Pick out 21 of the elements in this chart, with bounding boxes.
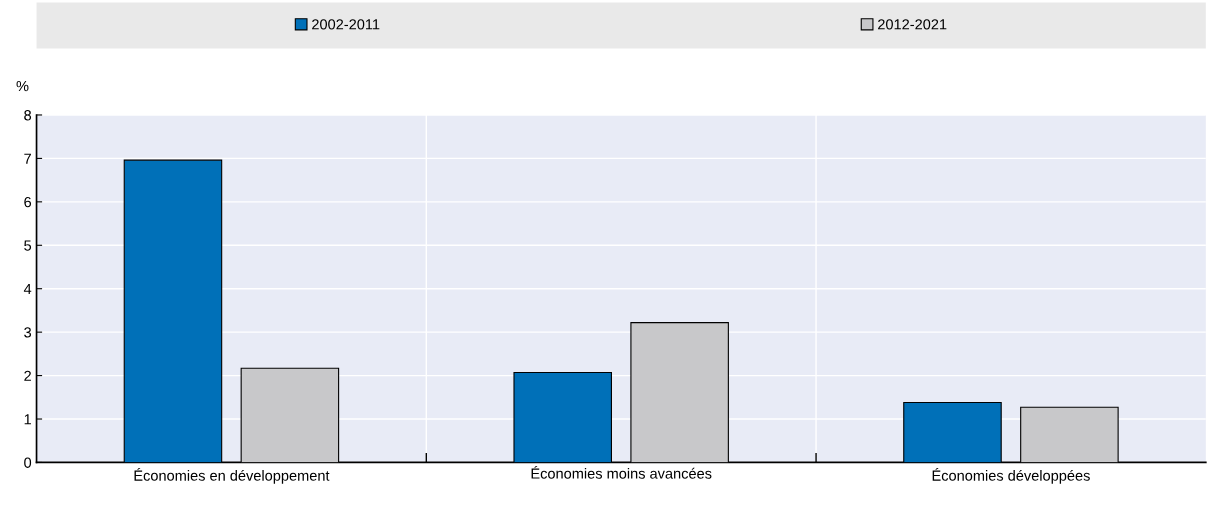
bar	[903, 401, 1002, 463]
bar	[123, 159, 223, 463]
bar	[1020, 406, 1119, 463]
x-tick-label: Économies en développement	[134, 468, 330, 484]
y-tick-label: 7	[24, 153, 31, 164]
y-tick-label: 1	[24, 414, 31, 425]
x-tick-label: Économies moins avancées	[531, 465, 712, 479]
y-tick-label: 5	[24, 240, 32, 251]
y-tick-label: 0	[24, 457, 32, 468]
bar	[240, 367, 340, 463]
legend-label: 2012-2021	[878, 19, 947, 30]
legend-label: 2002-2011	[312, 19, 380, 30]
y-axis-title: %	[16, 80, 29, 92]
x-tick-label: Économies développées	[932, 468, 1090, 484]
bar	[513, 371, 612, 463]
y-tick-label: 6	[24, 196, 32, 208]
y-tick-label: 4	[23, 283, 32, 294]
y-tick-label: 2	[24, 370, 31, 381]
y-tick-label: 8	[24, 110, 32, 121]
y-tick-label: 3	[24, 327, 32, 338]
bar	[630, 322, 729, 463]
